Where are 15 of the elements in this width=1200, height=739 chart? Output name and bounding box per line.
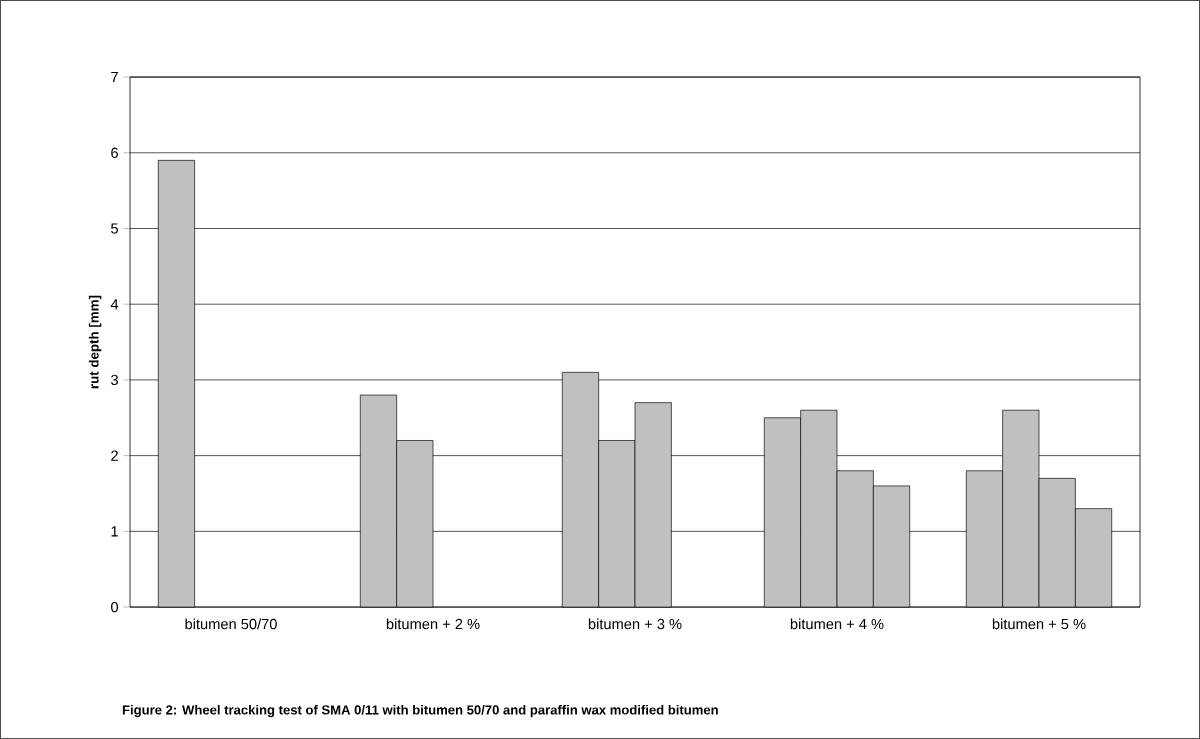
- x-tick-label: bitumen + 3 %: [588, 618, 682, 630]
- x-tick-label: bitumen + 4 %: [790, 618, 884, 630]
- x-tick-label: bitumen 50/70: [185, 618, 277, 630]
- y-tick-label: 6: [111, 147, 118, 158]
- y-tick-label: 2: [111, 450, 118, 461]
- y-tick-label: 7: [111, 72, 118, 83]
- y-tick-label: 4: [110, 299, 119, 310]
- x-tick-label: bitumen + 2 %: [386, 618, 480, 630]
- caption: Figure 2: Wheel tracking test of SMA 0/11 with bitumen 50/70 and paraffin wax modified bitumen: [122, 704, 718, 718]
- y-tick-label: 3: [111, 374, 118, 386]
- y-tick-label: 5: [111, 223, 118, 234]
- y-tick-label: 0: [111, 601, 119, 613]
- y-axis-title: rut depth [mm]: [88, 295, 102, 389]
- x-tick-label: bitumen + 5 %: [992, 618, 1086, 630]
- y-tick-label: 1: [111, 526, 118, 537]
